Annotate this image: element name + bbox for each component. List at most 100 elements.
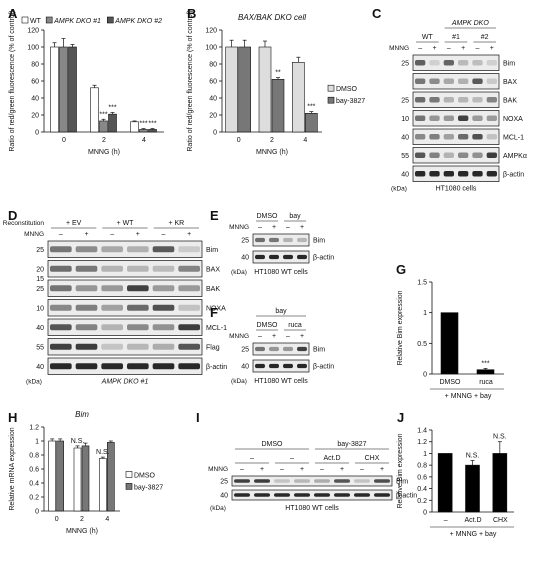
blot-d-marker: 55: [36, 344, 44, 351]
blot-c-band: [429, 78, 440, 85]
blot-d-treatment-sign: +: [84, 231, 88, 238]
chart-a-y-label: Ratio of red/green fluorescence (% of co…: [9, 10, 16, 151]
blot-c-band: [458, 96, 469, 103]
chart-g-y-tick-label: 0: [423, 372, 427, 379]
blot-c-band: [429, 96, 440, 103]
chart-a-bar: [59, 46, 68, 133]
chart-b-legend-swatch: [327, 84, 335, 92]
blot-i-band: [374, 479, 390, 483]
blot-i-treatment-label: MNNG: [208, 466, 228, 473]
blot-d-band: [101, 265, 123, 272]
blot-f-marker: 25: [241, 347, 249, 354]
chart-g-x-tick-label: ruca: [479, 379, 493, 386]
blot-c-band: [415, 170, 426, 177]
blot-i-band: [294, 479, 310, 483]
blot-c-lane-header: #1: [452, 34, 460, 41]
blot-d-band: [75, 363, 98, 370]
chart-b-y-tick-label: 0: [213, 130, 217, 137]
blot-d-marker: 25: [36, 247, 44, 254]
chart-b-bar: [258, 46, 272, 133]
blot-c-strip: [412, 165, 500, 182]
panel-letter-a: A: [8, 6, 18, 21]
blot-e-treatment-sign: +: [272, 224, 276, 231]
blot-i-group-header-right: bay-3827: [337, 441, 366, 448]
blot-e-band: [283, 237, 293, 243]
blot-d-band: [178, 343, 200, 350]
chart-a-y-tick-label: 60: [31, 79, 39, 86]
blot-d-strip: [47, 279, 203, 297]
blot-i-band: [314, 493, 330, 497]
blot-f-treatment-sign: –: [286, 333, 290, 340]
blot-d-header-label: Reconstitution: [3, 220, 45, 227]
blot-d-band: [50, 363, 72, 370]
blot-d-band: [178, 265, 200, 272]
blot-d-strip: [47, 338, 203, 356]
blot-i-band: [234, 493, 250, 497]
blot-d-band: [127, 343, 149, 350]
blot-d-band: [75, 246, 98, 253]
blot-c-row-label: BAX: [503, 79, 517, 86]
blot-i-band: [294, 493, 310, 497]
blot-d-treatment-sign: –: [162, 231, 166, 238]
blot-c-band: [415, 133, 426, 140]
blot-d-kda-label: (kDa): [26, 379, 42, 386]
blot-i-band: [274, 479, 290, 483]
blot-c-row-label: AMPKα: [503, 153, 527, 160]
chart-g-bar: [476, 369, 495, 375]
blot-d-treatment-sign: +: [187, 231, 191, 238]
blot-c-band: [472, 115, 483, 122]
blot-d-band: [101, 343, 123, 350]
chart-a-legend-swatch: [21, 16, 29, 24]
chart-h-legend-swatch: [125, 483, 133, 490]
chart-j-y-tick-label: 1.2: [417, 439, 427, 446]
blot-d-caption: AMPK DKO #1: [101, 379, 149, 386]
blot-d-band: [50, 343, 72, 350]
chart-a-legend-label: AMPK DKO #2: [114, 18, 162, 25]
blot-d-band: [178, 304, 200, 311]
blot-c-treatment-sign: +: [490, 45, 494, 52]
chart-b-y-tick-label: 20: [209, 113, 217, 120]
blot-i-band: [374, 493, 390, 497]
blot-e-row-label: β-actin: [313, 255, 334, 262]
blot-d-band: [152, 246, 175, 253]
chart-b-x-label: MNNG (h): [256, 149, 288, 156]
blot-c-marker: 10: [401, 116, 409, 123]
blot-c-band: [429, 170, 440, 177]
blot-d-marker: 40: [36, 364, 44, 371]
blot-e-treatment-sign: –: [258, 224, 262, 231]
blot-f-row-label: Bim: [313, 347, 325, 354]
blot-f-caption: HT1080 WT cells: [254, 378, 308, 385]
chart-b-x-tick-label: 4: [303, 137, 307, 144]
blot-c-treatment-sign: +: [461, 45, 465, 52]
blot-d-strip: [47, 260, 203, 278]
blot-d-band: [101, 285, 123, 292]
blot-e-marker: 40: [241, 255, 249, 262]
blot-c-band: [486, 78, 497, 85]
chart-g-y-tick-label: 1: [423, 310, 427, 317]
chart-a-legend-swatch: [107, 16, 114, 24]
chart-h-annotation: N.S.: [96, 449, 110, 456]
chart-j-y-tick-label: 0.8: [417, 463, 427, 470]
chart-a-bar: [99, 120, 108, 133]
blot-d-treatment-sign: –: [59, 231, 63, 238]
blot-d-band: [50, 265, 72, 272]
blot-d-treatment-sign: –: [110, 231, 114, 238]
blot-c-band: [443, 115, 454, 122]
chart-h-y-tick-label: 0.8: [29, 453, 39, 460]
chart-a-y-tick-label: 100: [27, 45, 39, 52]
chart-b-legend-label: DMSO: [336, 86, 358, 93]
blot-d-marker: 20: [36, 266, 44, 273]
blot-i-band: [254, 479, 270, 483]
blot-d-marker: 25: [36, 286, 44, 293]
blot-d-band: [127, 265, 149, 272]
blot-d-band: [127, 363, 149, 370]
blot-d-row-label: NOXA: [206, 305, 226, 312]
panel-letter-c: C: [372, 6, 382, 21]
blot-e-treatment-sign: +: [300, 224, 304, 231]
blot-c-band: [486, 170, 497, 177]
blot-e-band: [297, 237, 307, 243]
chart-g-y-tick-label: 1.5: [417, 280, 427, 287]
blot-f-treatment-sign: –: [258, 333, 262, 340]
panel-letter-f: F: [210, 305, 218, 320]
blot-c-band: [443, 59, 454, 66]
